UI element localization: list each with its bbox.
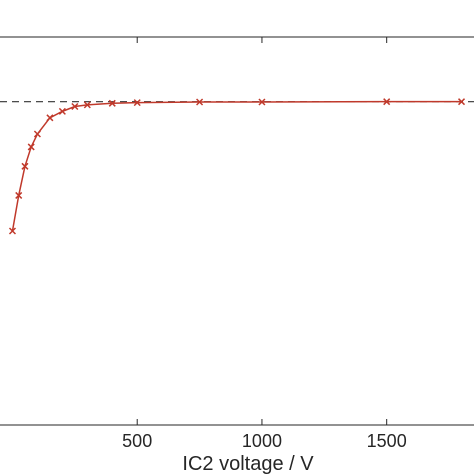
- data-point: [196, 98, 204, 106]
- data-point: [258, 98, 266, 106]
- data-point: [457, 98, 466, 106]
- series-group: [8, 98, 466, 235]
- x-tick-label: 1500: [367, 431, 407, 451]
- data-point: [27, 143, 35, 151]
- plot-area: 500 1000 1500: [0, 36, 474, 451]
- data-point: [58, 107, 66, 115]
- data-point: [46, 114, 54, 122]
- data-point: [383, 98, 391, 106]
- data-point: [8, 227, 17, 235]
- x-ticks: 500 1000 1500: [122, 37, 407, 451]
- x-tick-label: 500: [122, 431, 152, 451]
- x-tick-label: 1000: [242, 431, 282, 451]
- series-line: [11, 100, 462, 232]
- data-point: [71, 102, 79, 111]
- data-point: [33, 130, 41, 138]
- data-point: [21, 162, 29, 170]
- x-axis-label: IC2 voltage / V: [182, 453, 314, 474]
- data-point: [133, 99, 141, 107]
- data-point: [83, 101, 91, 109]
- data-point: [15, 191, 23, 199]
- data-point: [108, 99, 116, 107]
